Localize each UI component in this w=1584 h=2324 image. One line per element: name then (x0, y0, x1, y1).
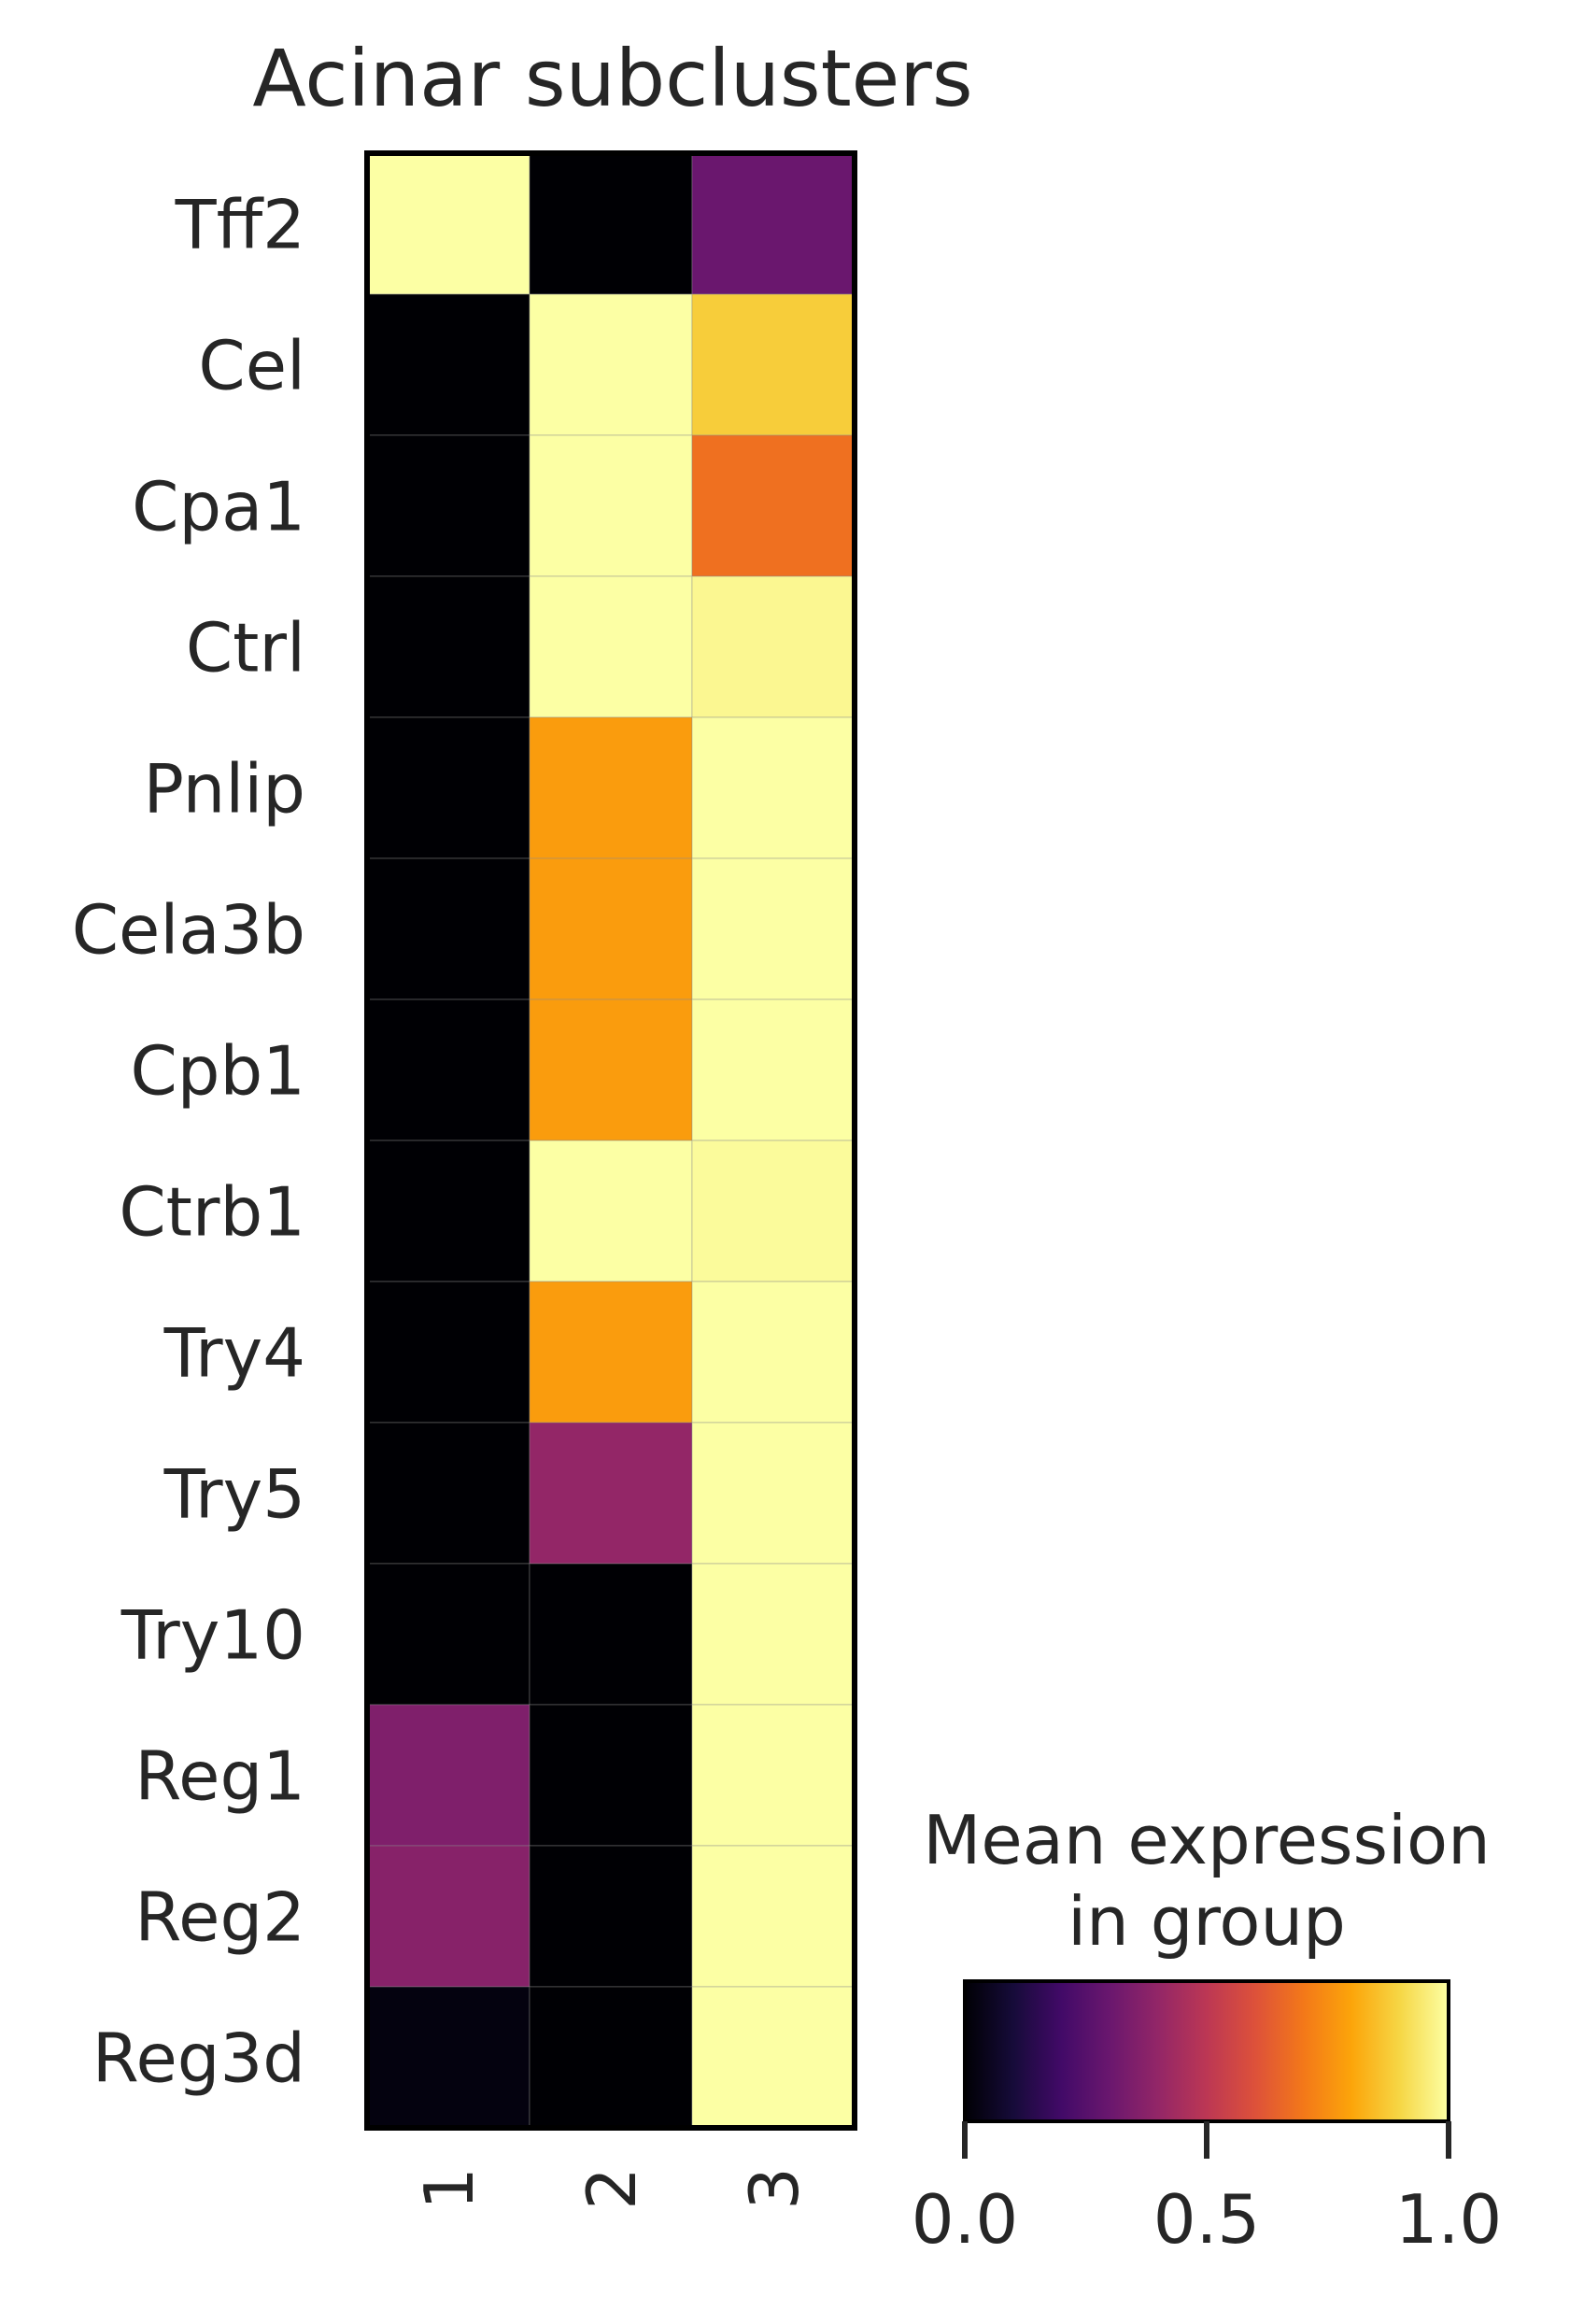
colorbar-gradient (963, 1979, 1450, 2123)
colorbar-tick-label: 1.0 (1395, 2180, 1503, 2259)
heatmap-cell-Try5-2 (529, 1422, 693, 1565)
heatmap-cell-Ctrl-1 (366, 575, 530, 718)
heatmap-cell-Reg1-2 (529, 1704, 693, 1847)
heatmap-cell-Ctrl-3 (691, 575, 856, 718)
x-tick-label: 2 (573, 2167, 651, 2210)
heatmap-cell-Reg1-1 (366, 1704, 530, 1847)
colorbar-tick-label: 0.0 (912, 2180, 1019, 2259)
y-tick-label: Reg1 (134, 1737, 305, 1816)
heatmap-cell-Reg2-2 (529, 1845, 693, 1988)
heatmap-cell-Try10-1 (366, 1563, 530, 1706)
heatmap-cell-Try10-2 (529, 1563, 693, 1706)
y-tick-label: Try10 (120, 1596, 305, 1675)
y-tick-label: Reg2 (134, 1878, 305, 1957)
heatmap-cell-Cpb1-2 (529, 999, 693, 1141)
y-tick-label: Pnlip (144, 750, 306, 829)
heatmap-cell-Cpa1-2 (529, 434, 693, 577)
heatmap-cell-Try4-3 (691, 1281, 856, 1424)
heatmap-cell-Reg2-3 (691, 1845, 856, 1988)
heatmap-cell-Tff2-2 (529, 152, 693, 295)
heatmap-cell-Tff2-1 (366, 152, 530, 295)
y-tick-label: Cel (198, 327, 305, 405)
heatmap-cell-Try4-1 (366, 1281, 530, 1424)
y-tick-label: Tff2 (175, 186, 305, 264)
heatmap-cell-Cpb1-1 (366, 999, 530, 1141)
y-tick-label: Cela3b (72, 891, 305, 970)
heatmap-cell-Try5-1 (366, 1422, 530, 1565)
heatmap-cell-Ctrb1-3 (691, 1140, 856, 1282)
heatmap-cell-Try10-3 (691, 1563, 856, 1706)
y-tick-label: Cpa1 (132, 468, 305, 546)
y-tick-label: Ctrb1 (119, 1173, 305, 1252)
colorbar: Mean expression in group 0.0 0.5 1.0 (912, 1801, 1503, 2259)
y-tick-label: Ctrl (186, 609, 305, 687)
heatmap-cell-Cela3b-1 (366, 857, 530, 1000)
y-tick-label: Try4 (163, 1314, 305, 1393)
y-tick-labels: Tff2 Cel Cpa1 Ctrl Pnlip Cela3b Cpb1 Ctrb1 Try4 T… (72, 186, 305, 2098)
heatmap-cell-Pnlip-3 (691, 716, 856, 859)
x-tick-label: 1 (410, 2167, 488, 2210)
heatmap-cell-Cel-2 (529, 293, 693, 436)
heatmap-cell-Cela3b-3 (691, 857, 856, 1000)
heatmap-cell-Pnlip-1 (366, 716, 530, 859)
y-tick-label: Cpb1 (131, 1032, 306, 1111)
heatmap-cell-Cel-1 (366, 293, 530, 436)
heatmap-cell-Cpa1-1 (366, 434, 530, 577)
chart-title: Acinar subclusters (252, 33, 972, 124)
heatmap-cell-Ctrb1-1 (366, 1140, 530, 1282)
x-tick-labels: 1 2 3 (410, 2167, 813, 2210)
colorbar-ticks: 0.0 0.5 1.0 (912, 2121, 1503, 2259)
heatmap-cells (366, 152, 856, 2129)
colorbar-tick-label: 0.5 (1153, 2180, 1261, 2259)
heatmap-cell-Reg2-1 (366, 1845, 530, 1988)
heatmap-cell-Try4-2 (529, 1281, 693, 1424)
heatmap-cell-Reg3d-1 (366, 1986, 530, 2129)
heatmap-cell-Cpa1-3 (691, 434, 856, 577)
x-tick-label: 3 (735, 2167, 813, 2210)
colorbar-title-line-2: in group (1068, 1882, 1346, 1961)
heatmap-cell-Cel-3 (691, 293, 856, 436)
y-tick-label: Reg3d (92, 2019, 305, 2098)
heatmap-cell-Try5-3 (691, 1422, 856, 1565)
heatmap-cell-Pnlip-2 (529, 716, 693, 859)
heatmap-cell-Reg1-3 (691, 1704, 856, 1847)
heatmap-cell-Cela3b-2 (529, 857, 693, 1000)
heatmap-cell-Reg3d-2 (529, 1986, 693, 2129)
y-tick-label: Try5 (163, 1455, 305, 1534)
heatmap-cell-Reg3d-3 (691, 1986, 856, 2129)
heatmap-cell-Ctrl-2 (529, 575, 693, 718)
heatmap-frame (364, 150, 857, 2131)
colorbar-title-line-1: Mean expression (923, 1801, 1490, 1879)
heatmap-cell-Cpb1-3 (691, 999, 856, 1141)
heatmap-cell-Ctrb1-2 (529, 1140, 693, 1282)
heatmap-cell-Tff2-3 (691, 152, 856, 295)
